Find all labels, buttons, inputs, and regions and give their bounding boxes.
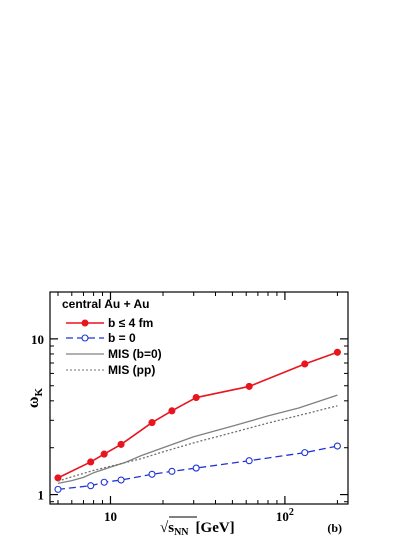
- series-0-point: [117, 440, 125, 448]
- x-tick-label-base: 10: [104, 509, 117, 524]
- axis-minor-ticks: [50, 292, 348, 504]
- series-1-point: [100, 478, 108, 486]
- series-2-line: [57, 394, 338, 485]
- legend-title: central Au + Au: [62, 297, 149, 311]
- legend-label-mis-b0: MIS (b=0): [108, 347, 162, 361]
- axis-major-ticks: [50, 292, 348, 504]
- legend-label-b-le-4fm: b ≤ 4 fm: [108, 316, 153, 330]
- panel-tag: (b): [327, 521, 342, 535]
- series-1-point: [192, 464, 200, 472]
- legend-entry-b-0: b = 0: [66, 331, 136, 345]
- y-axis-title-var: ω: [25, 396, 42, 408]
- series-0-point: [148, 419, 156, 427]
- legend-label-mis-pp: MIS (pp): [108, 363, 155, 377]
- x-tick-label: 102: [276, 507, 294, 524]
- series-0-point: [54, 474, 62, 482]
- series-layer: [54, 348, 341, 493]
- y-tick-label: 1: [38, 488, 45, 503]
- series-0-point: [192, 393, 200, 402]
- series-0-point: [100, 450, 108, 458]
- series-1-point: [87, 482, 95, 490]
- svg-text:√sNN[GeV]: √sNN [GeV]: [160, 520, 235, 538]
- legend-entry-mis-pp: MIS (pp): [66, 363, 155, 377]
- series-3-line: [57, 405, 338, 482]
- series-1-line: [57, 445, 338, 491]
- legend-entry-b-le-4fm: b ≤ 4 fm: [66, 316, 153, 330]
- series-0-point: [168, 407, 176, 415]
- legend-entry-mis-b0: MIS (b=0): [66, 347, 162, 361]
- legend-marker-b-0: [81, 334, 89, 342]
- y-axis-title: ωK: [25, 387, 45, 408]
- x-tick-label: 10: [104, 509, 117, 524]
- series-0-point: [301, 360, 309, 368]
- x-tick-label-base: 10: [276, 509, 289, 524]
- series-1-point: [117, 476, 125, 484]
- series-1-point: [54, 485, 62, 493]
- series-0-point: [333, 348, 341, 356]
- series-0-point: [87, 458, 95, 466]
- x-tick-label-exponent: 2: [289, 507, 294, 518]
- series-0-line: [57, 351, 338, 479]
- legend-marker-b-le-4fm: [81, 319, 89, 327]
- x-axis-title-var: s: [168, 520, 174, 536]
- y-tick-label: 10: [31, 332, 44, 347]
- series-0-point: [245, 382, 253, 390]
- series-1-point: [333, 442, 341, 450]
- series-1-point: [301, 449, 309, 457]
- x-axis-title: √sNN [GeV]: [160, 516, 235, 538]
- y-axis-title-sub: K: [33, 387, 45, 396]
- x-axis-title-unit: [GeV]: [196, 520, 235, 536]
- series-1-point: [148, 470, 156, 478]
- legend-label-b-0: b = 0: [108, 331, 136, 345]
- x-axis-title-sub: NN: [174, 527, 189, 538]
- x-axis-title-radical: √: [160, 520, 169, 536]
- legend: central Au + Au b ≤ 4 fm b = 0 MIS (b=0)…: [62, 297, 162, 377]
- series-1-point: [245, 457, 253, 465]
- series-1-point: [168, 467, 176, 475]
